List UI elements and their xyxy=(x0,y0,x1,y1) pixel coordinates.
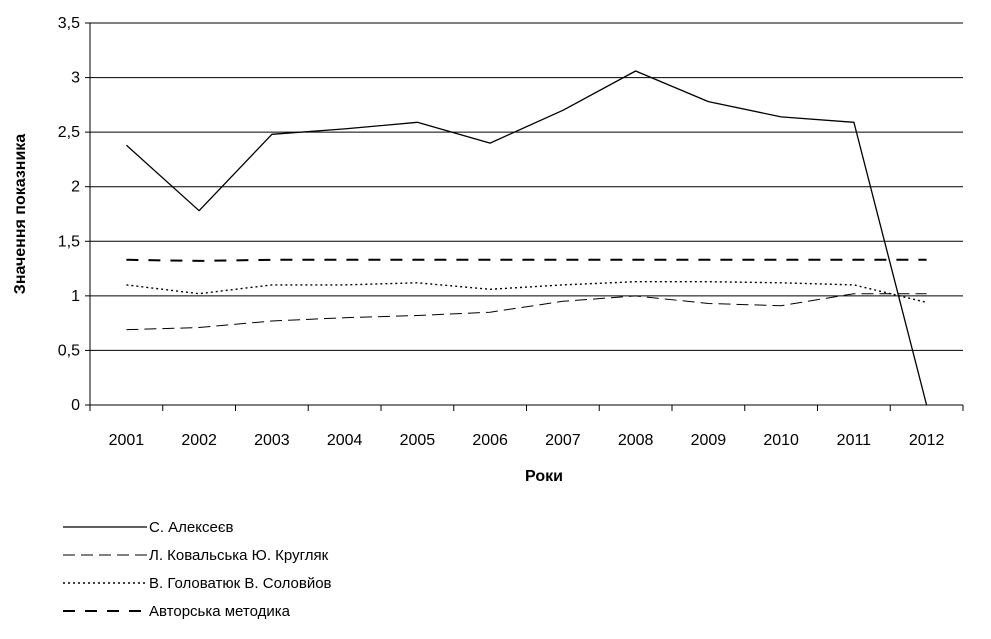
x-tick-label: 2007 xyxy=(545,432,581,449)
x-tick-label: 2002 xyxy=(181,432,217,449)
y-tick-label: 3 xyxy=(71,70,80,87)
legend-label-1: С. Алексеєв xyxy=(149,519,233,536)
x-tick-label: 2006 xyxy=(472,432,508,449)
y-tick-label: 2,5 xyxy=(58,124,80,141)
series-line-2 xyxy=(126,293,927,331)
legend-label-3: В. Головатюк В. Соловйов xyxy=(149,575,332,592)
legend-label-2: Л. Ковальська Ю. Кругляк xyxy=(149,547,329,564)
x-tick-label: 2005 xyxy=(400,432,436,449)
axes: 0 0,5 1 1,5 2 2,5 3 3,5 2001 2002 2003 2004 2005 2006… xyxy=(58,15,964,449)
series-line-1 xyxy=(125,70,928,406)
gridlines xyxy=(90,22,963,351)
x-tick-label: 2004 xyxy=(327,432,363,449)
x-tick-label: 2003 xyxy=(254,432,290,449)
y-tick-label: 1 xyxy=(71,288,80,305)
series-lines xyxy=(125,70,928,406)
y-tick-label: 1,5 xyxy=(58,233,80,250)
x-tick-label: 2001 xyxy=(109,432,145,449)
legend: С. Алексеєв Л. Ковальська Ю. Кругляк В. Го… xyxy=(63,519,332,620)
x-axis-title: Роки xyxy=(525,468,563,485)
y-tick-label: 0,5 xyxy=(58,342,80,359)
y-tick-label: 2 xyxy=(71,179,80,196)
legend-label-4: Авторська методика xyxy=(149,603,291,620)
x-tick-label: 2008 xyxy=(618,432,654,449)
series-line-3 xyxy=(126,281,927,304)
y-tick-label: 3,5 xyxy=(58,15,80,32)
x-tick-label: 2010 xyxy=(763,432,799,449)
y-axis-title: Значення показника xyxy=(12,134,29,294)
x-tick-label: 2011 xyxy=(837,432,872,449)
x-tick-label: 2009 xyxy=(691,432,727,449)
y-tick-label: 0 xyxy=(71,397,80,414)
series-line-4 xyxy=(126,258,927,262)
x-tick-label: 2012 xyxy=(909,432,945,449)
